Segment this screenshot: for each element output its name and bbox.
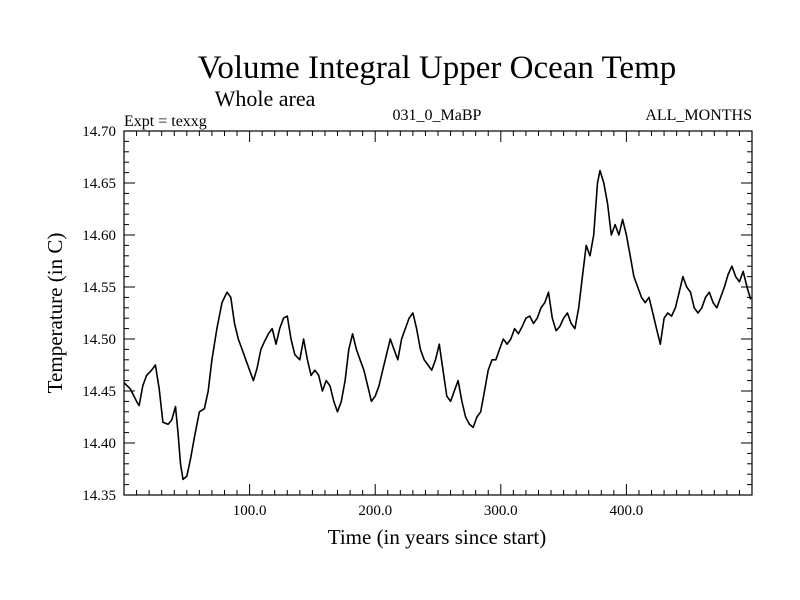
x-axis-ticks [136, 131, 740, 495]
plot-frame [123, 130, 753, 496]
y-tick-label: 14.50 [82, 332, 116, 348]
x-tick-label: 300.0 [484, 503, 518, 519]
temperature-series-line [123, 169, 752, 481]
y-tick-label: 14.65 [82, 176, 116, 192]
y-tick-label: 14.55 [82, 280, 116, 296]
y-tick-label: 14.70 [82, 124, 116, 140]
right-label: ALL_MONTHS [645, 107, 752, 124]
y-axis-ticks [124, 130, 752, 496]
x-tick-label: 200.0 [358, 503, 392, 519]
chart-subtitle: Whole area [215, 86, 316, 111]
y-axis-tick-labels: 14.35 14.40 14.45 14.50 14.55 14.60 14.65 14.70 [82, 124, 116, 504]
y-tick-label: 14.60 [82, 228, 116, 244]
expt-label: Expt = texxg [124, 113, 207, 130]
y-tick-label: 14.35 [82, 488, 116, 504]
x-tick-label: 400.0 [610, 503, 644, 519]
center-label: 031_0_MaBP [393, 107, 482, 124]
y-tick-label: 14.40 [82, 436, 116, 452]
x-tick-label: 100.0 [233, 503, 267, 519]
y-tick-label: 14.45 [82, 384, 116, 400]
x-axis-tick-labels: 100.0 200.0 300.0 400.0 [233, 503, 644, 519]
chart-title: Volume Integral Upper Ocean Temp [198, 50, 676, 86]
y-axis-label: Temperature (in C) [43, 233, 67, 394]
x-axis-label: Time (in years since start) [328, 525, 547, 549]
